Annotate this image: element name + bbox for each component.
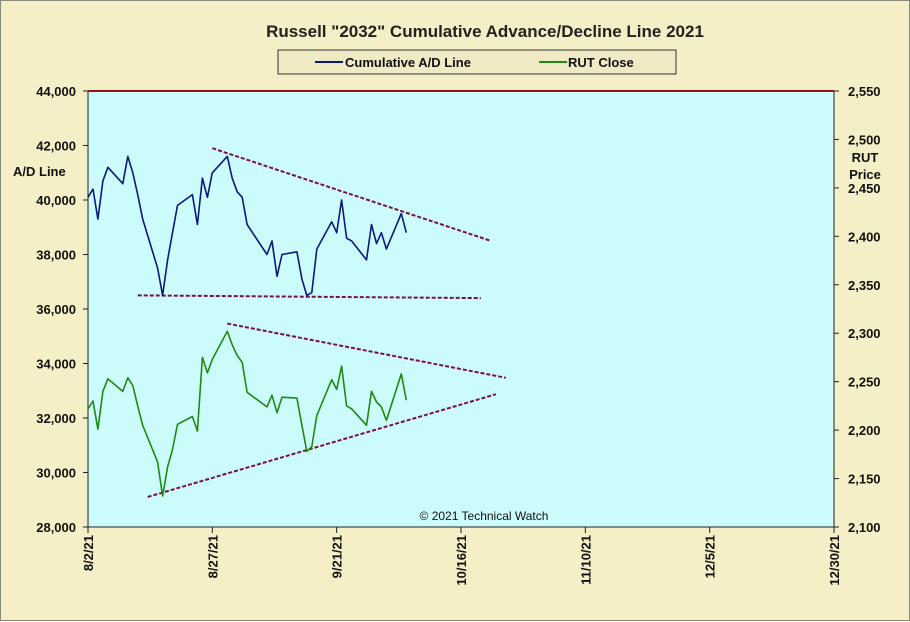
x-tick-label: 8/27/21 — [205, 535, 220, 578]
x-tick-label: 10/16/21 — [454, 535, 469, 586]
right-tick-label: 2,300 — [848, 326, 881, 341]
left-tick-label: 32,000 — [36, 411, 76, 426]
right-tick-label: 2,550 — [848, 84, 881, 99]
x-tick-label: 8/2/21 — [81, 535, 96, 571]
left-axis: 28,000 30,000 32,000 34,000 36,000 38,000 40,0… — [36, 84, 88, 535]
plot-area — [87, 90, 835, 528]
right-tick-label: 2,400 — [848, 229, 881, 244]
left-axis-label: A/D Line — [13, 164, 66, 179]
ad-line-series — [87, 155, 408, 297]
right-tick-label: 2,450 — [848, 181, 881, 196]
rut-close-series — [87, 330, 408, 497]
trendline — [212, 147, 492, 242]
x-tick-label: 12/5/21 — [703, 535, 718, 578]
right-tick-label: 2,100 — [848, 520, 881, 535]
right-tick-label: 2,150 — [848, 472, 881, 487]
x-tick-label: 9/21/21 — [330, 535, 345, 578]
series — [87, 155, 408, 497]
trendline — [137, 294, 481, 300]
right-axis-label-line1: RUT — [852, 150, 879, 165]
right-axis: 2,100 2,150 2,200 2,250 2,300 2,350 2,400 2,450… — [834, 84, 881, 535]
chart-title: Russell "2032" Cumulative Advance/Declin… — [266, 22, 704, 41]
legend-rut-label: RUT Close — [568, 55, 634, 70]
trendline — [227, 322, 506, 379]
left-tick-label: 38,000 — [36, 248, 76, 263]
copyright-note: © 2021 Technical Watch — [420, 509, 549, 523]
right-axis-label-line2: Price — [849, 167, 881, 182]
left-tick-label: 40,000 — [36, 193, 76, 208]
trendlines — [137, 147, 506, 498]
left-tick-label: 34,000 — [36, 357, 76, 372]
right-tick-label: 2,250 — [848, 375, 881, 390]
x-tick-label: 11/10/21 — [578, 535, 593, 585]
x-tick-label: 12/30/21 — [827, 535, 842, 586]
x-axis: 8/2/21 8/27/21 9/21/21 10/16/21 11/10/21 12/5… — [81, 527, 842, 586]
legend-ad-label: Cumulative A/D Line — [345, 55, 471, 70]
left-tick-label: 28,000 — [36, 520, 76, 535]
left-tick-label: 36,000 — [36, 302, 76, 317]
right-tick-label: 2,200 — [848, 423, 881, 438]
legend: Cumulative A/D Line RUT Close — [277, 49, 677, 75]
left-tick-label: 30,000 — [36, 466, 76, 481]
left-tick-label: 42,000 — [36, 139, 76, 154]
trendline — [147, 393, 497, 498]
right-tick-label: 2,350 — [848, 278, 881, 293]
left-tick-label: 44,000 — [36, 84, 76, 99]
right-tick-label: 2,500 — [848, 132, 881, 147]
legend-box — [277, 49, 677, 75]
